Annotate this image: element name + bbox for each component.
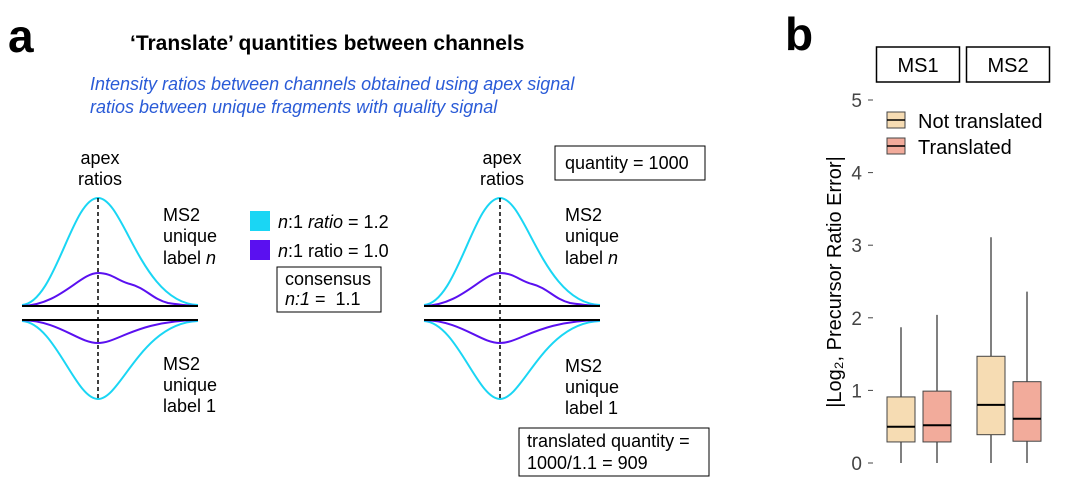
- y-tick-label: 0: [851, 454, 862, 475]
- facet-label: MS1: [897, 55, 938, 77]
- legend-label: Translated: [918, 137, 1012, 159]
- y-tick-label: 3: [851, 236, 862, 257]
- panel-a: a ‘Translate’ quantities between channel…: [8, 10, 710, 477]
- facet-label: MS2: [987, 55, 1028, 77]
- box: [886, 396, 916, 443]
- subtitle: Intensity ratios between channels obtain…: [90, 74, 575, 94]
- subtitle: ratios between unique fragments with qua…: [90, 97, 498, 117]
- label-text: label n: [163, 248, 216, 268]
- label-text: label 1: [565, 398, 618, 418]
- y-tick-label: 1: [851, 381, 862, 402]
- apex-text: apex: [482, 148, 521, 168]
- box: [922, 390, 952, 443]
- apex-text: ratios: [78, 169, 122, 189]
- translated-text: 1000/1.1 = 909: [527, 453, 648, 473]
- panel-b: b |Log₂, Precursor Ratio Error| 0 1 2 3 4 5 MS…: [785, 8, 1051, 475]
- y-tick-label: 4: [851, 164, 862, 185]
- y-axis-label: |Log₂, Precursor Ratio Error|: [824, 156, 846, 408]
- quantity-box: [554, 145, 706, 181]
- facet-strip: [965, 46, 1051, 83]
- apex-text: apex: [80, 148, 119, 168]
- translated-text: translated quantity =: [527, 431, 690, 451]
- legend-key: [250, 211, 270, 231]
- consensus-text: consensus: [285, 269, 371, 289]
- label-text: label 1: [163, 396, 216, 416]
- box: [976, 355, 1006, 436]
- label-text: unique: [163, 226, 217, 246]
- facet-strip: [875, 46, 961, 83]
- label-text: MS2: [565, 205, 602, 225]
- legend-text: n:1 ratio = 1.2: [278, 212, 389, 232]
- label-text: label n: [565, 248, 618, 268]
- legend-label: Not translated: [918, 111, 1043, 133]
- y-tick-label: 5: [851, 91, 862, 112]
- panel-label: a: [8, 10, 34, 62]
- label-text: MS2: [163, 205, 200, 225]
- consensus-box: [276, 266, 382, 313]
- quantity-text: quantity = 1000: [565, 153, 689, 173]
- legend-text: n:1 ratio = 1.0: [278, 241, 389, 261]
- legend-key: [250, 240, 270, 260]
- label-text: MS2: [163, 354, 200, 374]
- translated-box: [518, 427, 710, 477]
- apex-text: ratios: [480, 169, 524, 189]
- consensus-text: n:1 = 1.1: [285, 289, 361, 309]
- label-text: unique: [565, 377, 619, 397]
- y-tick-label: 2: [851, 309, 862, 330]
- title: ‘Translate’ quantities between channels: [130, 32, 524, 55]
- label-text: MS2: [565, 356, 602, 376]
- label-text: unique: [163, 375, 217, 395]
- label-text: unique: [565, 226, 619, 246]
- panel-label: b: [785, 8, 813, 60]
- box: [1012, 381, 1042, 442]
